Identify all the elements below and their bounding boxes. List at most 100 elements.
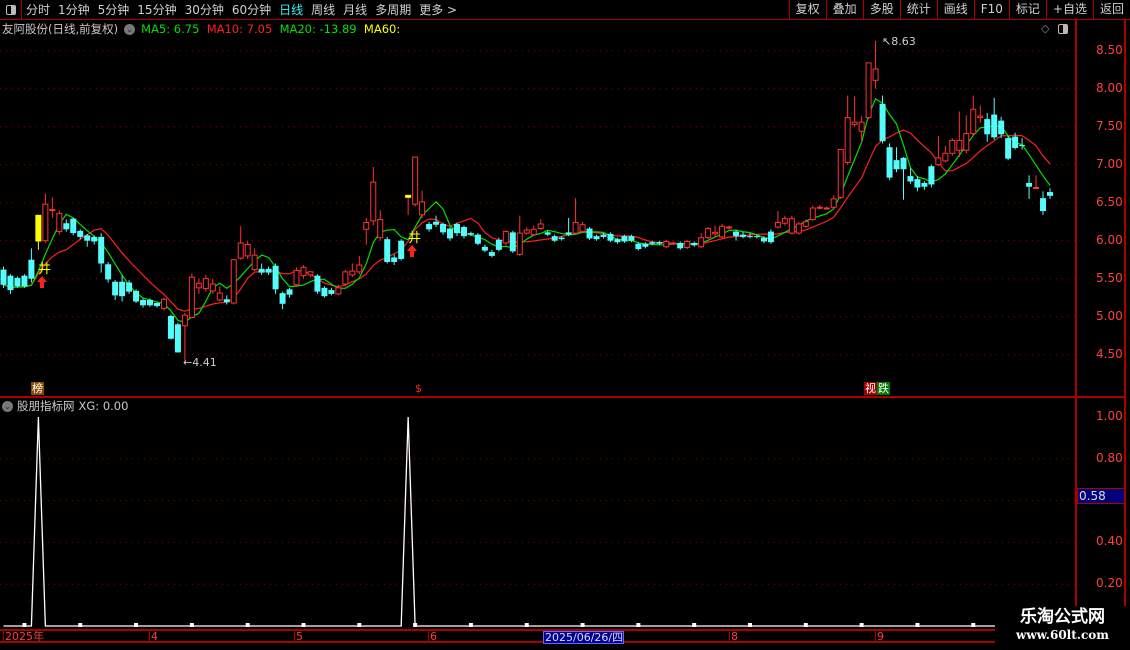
candle-body [851,121,858,125]
period-tab[interactable]: 1分钟 [58,3,90,17]
time-tick-label: 6 [428,630,437,643]
watermark-name: 乐淘公式网 [1020,607,1105,627]
time-tick-label: 8 [729,630,738,643]
candle-body [502,231,509,244]
bang-marker: 榜 [31,382,44,395]
candle-body [286,289,293,295]
candle-body [467,233,474,235]
candle-body [963,133,970,151]
candle-body [760,237,767,242]
candle-body [56,212,63,233]
candle-body [405,194,412,198]
candle-body [649,242,656,244]
candle-body [537,223,544,230]
candle-body [816,206,823,209]
candle-body [349,270,356,276]
candle-body [677,242,684,249]
ma60-value: MA60: [363,22,401,36]
red-arrow-icon [37,276,47,288]
toolbar-button[interactable]: 统计 [899,0,937,20]
candle-body [991,114,998,138]
period-tab[interactable]: 分时 [26,3,51,17]
candle-body [265,268,272,273]
toolbar-button[interactable]: 画线 [936,0,974,20]
toolbar-button[interactable]: 返回 [1092,0,1130,20]
candle-body [342,271,349,285]
toolbar-button[interactable]: F10 [973,0,1009,20]
candle-body [495,239,502,250]
xg-point [636,623,641,627]
period-tab[interactable]: 更多 > [419,3,458,17]
chevron-down-icon[interactable]: ⌄ [2,400,13,412]
price-tick-label: 6.50 [1096,194,1123,209]
toolbar-button[interactable]: 复权 [788,0,826,20]
ma5-line [3,97,1051,323]
candle-body [370,181,377,222]
time-tick-label: 2025/06/26/四 [543,631,625,644]
candle-body [935,157,942,166]
candle-body [809,207,816,220]
toolbar-button[interactable]: +自选 [1045,0,1093,20]
chevron-down-icon[interactable]: ⌄ [124,23,136,35]
period-tab[interactable]: 60分钟 [231,3,272,17]
time-tick-label: 9 [875,630,884,643]
max-price-label: ↖8.63 [882,35,916,48]
ma10-line [3,129,1051,312]
period-tab[interactable]: 周线 [311,3,336,17]
candle-body [140,299,147,306]
panel-divider[interactable] [0,396,1126,398]
period-tab[interactable]: 日线 [279,3,304,17]
candle-body [7,275,14,291]
stock-title: 友阿股份(日线,前复权) [2,22,119,36]
xg-point [859,623,864,627]
candle-body [174,324,181,353]
toolbar-button[interactable]: 叠加 [825,0,863,20]
toolbar-button[interactable]: 标记 [1008,0,1046,20]
min-price-label: ←4.41 [183,356,217,369]
xg-point [580,623,585,627]
candle-body [551,236,558,241]
candle-body [984,119,991,135]
diamond-icon[interactable]: ◇ [1041,22,1050,35]
candle-body [412,156,419,205]
candle-body [195,282,202,289]
period-tab[interactable]: 多周期 [375,3,412,17]
candle-body [879,103,886,142]
period-tab[interactable]: 5分钟 [97,3,130,17]
candle-body [886,147,893,178]
candle-body [447,228,454,239]
candle-body [684,240,691,249]
price-tick-label: 6.00 [1096,232,1123,247]
candle-body [663,240,670,248]
candle-body [230,259,237,304]
indicator-tick-label: 1.00 [1096,409,1123,423]
period-tab[interactable]: 月线 [343,3,368,17]
candle-body [928,166,935,185]
layout-toggle-button[interactable] [0,0,22,20]
candle-body [160,298,167,309]
candle-body [35,214,42,242]
indicator-name: 股朋指标网 [17,399,75,413]
candle-body [28,259,35,279]
indicator-tick-label: 0.20 [1096,576,1123,591]
period-tab[interactable]: 30分钟 [184,3,224,17]
candle-body [258,268,265,273]
panel-icon[interactable] [1058,24,1068,34]
candle-body [188,276,195,318]
candle-body [942,152,949,162]
period-tab[interactable]: 15分钟 [137,3,177,17]
candle-body [774,221,781,228]
candle-body [921,182,928,187]
candle-body [1019,144,1026,146]
signal-grid-icon: 井 [408,231,421,246]
candle-body [621,236,628,242]
candle-body [516,232,523,255]
toolbar-buttons: 复权 叠加 多股 统计 画线 F10 标记 +自选 返回 [788,0,1130,20]
candle-body [293,269,300,286]
candle-body [565,232,572,235]
candle-body [209,283,216,292]
toolbar-button[interactable]: 多股 [862,0,900,20]
price-tick-label: 7.50 [1096,118,1123,133]
candle-body [670,242,677,245]
